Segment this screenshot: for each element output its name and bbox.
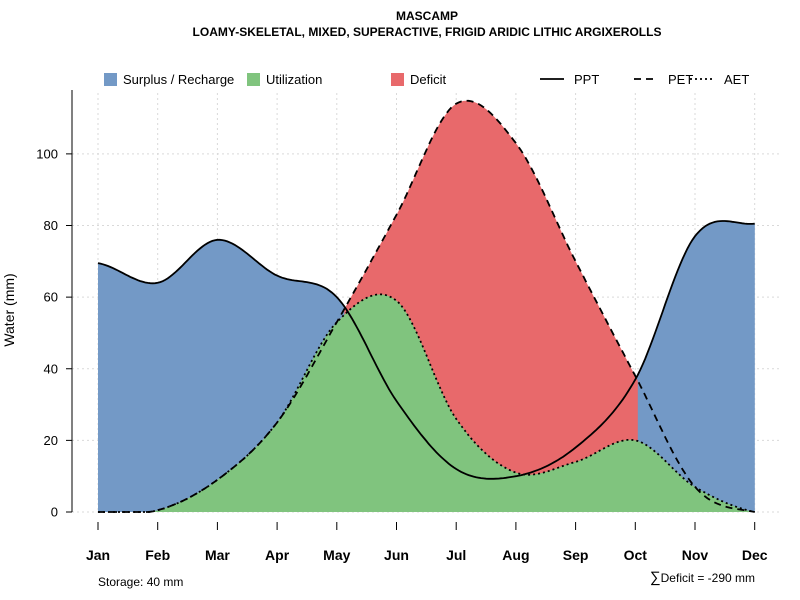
legend-item-aet: AET	[690, 72, 749, 87]
legend-label: PET	[668, 72, 693, 87]
legend-item-deficit: Deficit	[391, 72, 447, 87]
x-tick-label: Oct	[624, 547, 648, 563]
axes: 0 20 40 60 80 100 Jan Feb Mar Apr May Jun Jul Aug Sep O…	[36, 90, 768, 563]
x-tick-label: Jan	[86, 547, 110, 563]
deficit-text: Deficit = -290 mm	[661, 571, 755, 585]
legend-item-pet: PET	[634, 72, 693, 87]
chart-subtitle: LOAMY-SKELETAL, MIXED, SUPERACTIVE, FRIG…	[193, 25, 662, 39]
x-tick-label: May	[323, 547, 350, 563]
x-tick-label: Aug	[502, 547, 529, 563]
legend-swatch	[247, 73, 260, 86]
legend-label: AET	[724, 72, 749, 87]
sum-symbol: ∑	[650, 569, 661, 586]
legend-label: PPT	[574, 72, 599, 87]
series-line-aet	[98, 293, 755, 513]
legend-label: Utilization	[266, 72, 322, 87]
y-tick-label: 20	[44, 433, 58, 448]
series-lines	[97, 99, 755, 513]
x-tick-label: Mar	[205, 547, 230, 563]
x-tick-label: Jul	[446, 547, 466, 563]
series-line-ppt	[97, 220, 755, 480]
area-fills	[98, 100, 755, 513]
legend-label: Surplus / Recharge	[123, 72, 234, 87]
legend-item-utilization: Utilization	[247, 72, 322, 87]
y-tick-label: 40	[44, 361, 58, 376]
x-tick-label: Dec	[742, 547, 768, 563]
chart-title: MASCAMP	[396, 9, 458, 23]
x-tick-label: Nov	[682, 547, 709, 563]
legend-item-surplus-recharge: Surplus / Recharge	[104, 72, 234, 87]
y-tick-label: 100	[36, 146, 58, 161]
deficit-note: ∑Deficit = -290 mm	[650, 569, 755, 586]
series-line-pet	[98, 99, 755, 513]
legend-swatch	[391, 73, 404, 86]
x-tick-label: Feb	[145, 547, 170, 563]
y-tick-label: 80	[44, 218, 58, 233]
surplus-recharge-area	[98, 239, 345, 513]
x-tick-label: Jun	[384, 547, 409, 563]
legend-label: Deficit	[410, 72, 447, 87]
x-tick-label: Apr	[265, 547, 290, 563]
legend: Surplus / Recharge Utilization Deficit PPT P…	[104, 72, 749, 87]
y-axis-label: Water (mm)	[1, 273, 17, 346]
storage-note: Storage: 40 mm	[98, 575, 183, 589]
x-tick-label: Sep	[563, 547, 589, 563]
legend-swatch	[104, 73, 117, 86]
utilization-area	[98, 294, 755, 512]
y-tick-label: 60	[44, 290, 58, 305]
legend-item-ppt: PPT	[540, 72, 599, 87]
y-tick-label: 0	[51, 505, 58, 520]
deficit-area	[98, 100, 755, 512]
